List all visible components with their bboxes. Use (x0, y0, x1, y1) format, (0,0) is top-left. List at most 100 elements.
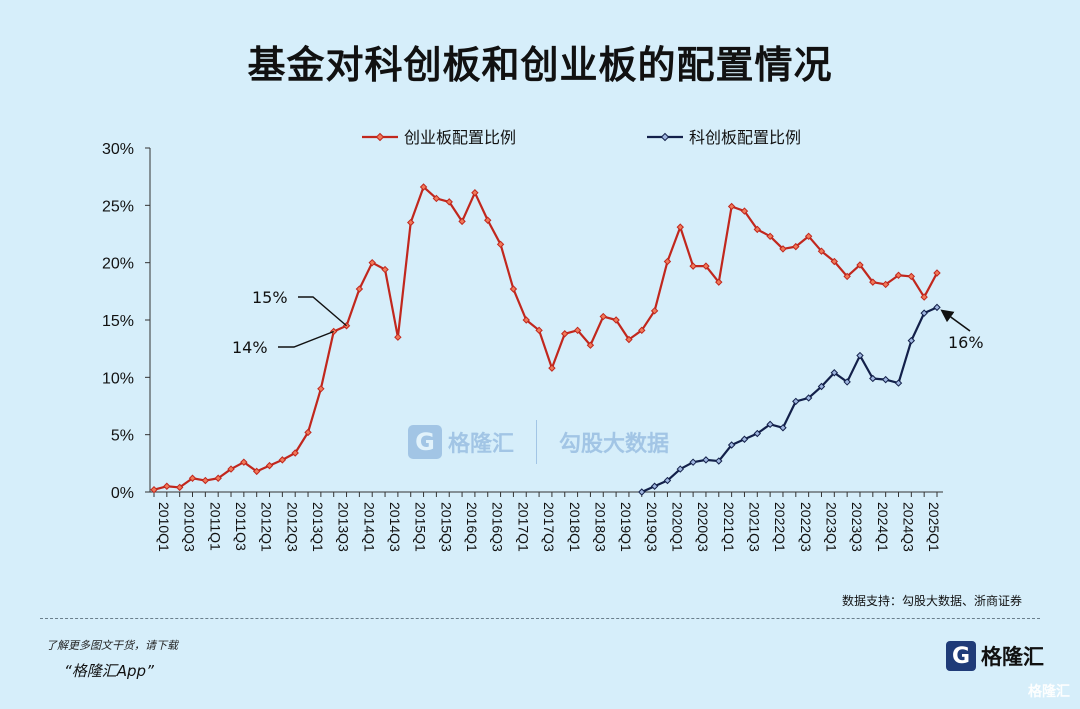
data-point (830, 257, 839, 266)
x-tick-label: 2010Q1 (156, 502, 172, 552)
x-tick-label: 2015Q1 (413, 502, 429, 552)
data-point (804, 232, 813, 241)
data-point (163, 482, 171, 490)
data-point (753, 429, 762, 438)
data-point (804, 394, 813, 402)
data-point (252, 467, 261, 476)
x-tick-label: 2012Q3 (284, 502, 300, 552)
data-point (817, 382, 826, 391)
x-tick-label: 2015Q3 (438, 502, 454, 552)
brand-logo-icon: G (946, 641, 976, 671)
data-point (843, 272, 851, 281)
y-tick-label: 20% (102, 256, 134, 273)
data-point (150, 485, 158, 494)
data-point (650, 482, 659, 490)
data-point (484, 216, 492, 224)
y-tick-label: 15% (102, 313, 134, 330)
data-point (561, 330, 569, 338)
data-point (599, 312, 607, 321)
data-point (792, 397, 800, 406)
annotation: 16% (940, 309, 984, 352)
x-tick-label: 2016Q1 (464, 502, 480, 552)
data-point (766, 420, 774, 429)
data-point (881, 280, 890, 289)
data-point (227, 465, 235, 473)
legend-item: 创业板配置比例 (362, 128, 516, 147)
promo-app-name: “格隆汇App” (64, 662, 154, 680)
data-point (432, 194, 441, 203)
data-point (522, 316, 530, 324)
watermark-partner: 勾股大数据 (559, 432, 670, 457)
x-tick-label: 2018Q3 (592, 502, 608, 552)
data-point (663, 257, 672, 266)
data-point (625, 335, 633, 344)
data-point (188, 474, 197, 482)
data-point (496, 240, 505, 249)
x-tick-label: 2019Q3 (644, 502, 660, 552)
x-tick-label: 2012Q1 (259, 502, 275, 552)
data-point (753, 225, 762, 234)
data-point (715, 457, 723, 465)
x-tick-label: 2022Q1 (772, 502, 788, 552)
y-tick-label: 25% (102, 198, 134, 215)
data-point (175, 483, 184, 492)
data-point (201, 476, 210, 485)
watermark: G 格隆汇 勾股大数据 (408, 420, 669, 464)
data-point (586, 341, 595, 349)
data-point (920, 293, 928, 301)
x-tick-label: 2023Q1 (823, 502, 839, 552)
data-point (355, 285, 364, 293)
data-point (869, 374, 877, 383)
data-point (265, 461, 274, 470)
data-point (317, 385, 325, 393)
data-point (843, 378, 851, 386)
annotation-leader (278, 330, 334, 348)
x-tick-label: 2010Q3 (182, 502, 198, 552)
series-line (641, 306, 938, 494)
data-point (214, 474, 222, 482)
data-point (458, 217, 466, 226)
x-tick-label: 2014Q1 (361, 502, 377, 552)
annotation-label: 16% (948, 333, 984, 352)
data-point (689, 458, 697, 466)
y-tick-label: 10% (102, 370, 134, 387)
data-point (676, 223, 684, 231)
x-tick-label: 2020Q1 (669, 502, 685, 552)
data-point (933, 269, 941, 277)
x-tick-label: 2017Q3 (541, 502, 557, 552)
data-point (766, 232, 774, 241)
annotations: 15% 14% 16% (232, 288, 984, 357)
x-tick-label: 2025Q1 (926, 502, 942, 552)
x-tick-label: 2011Q1 (207, 502, 223, 551)
brand-name: 格隆汇 (981, 645, 1044, 669)
data-point (907, 272, 916, 281)
y-tick-label: 5% (111, 428, 134, 445)
annotation-arrow (940, 309, 971, 332)
data-point (676, 465, 684, 473)
data-point (291, 449, 299, 457)
y-tick-label: 30% (102, 141, 134, 158)
legend-marker-icon (375, 132, 385, 142)
x-tick-label: 2023Q3 (849, 502, 865, 552)
x-tick-label: 2019Q1 (618, 502, 634, 552)
data-point (740, 207, 749, 215)
y-tick-label: 0% (111, 485, 134, 502)
data-point (920, 309, 928, 317)
data-point (856, 261, 864, 269)
legend-label: 科创板配置比例 (689, 128, 801, 147)
data-point (817, 247, 826, 255)
x-tick-label: 2020Q3 (695, 502, 711, 552)
x-axis-ticks: 2010Q1 2010Q3 2011Q1 2011Q3 2012Q1 2012Q3 2013… (153, 492, 942, 552)
data-point (792, 242, 800, 251)
series-star (638, 303, 941, 496)
data-point (240, 458, 248, 466)
source-note: 数据支持：勾股大数据、浙商证券 (841, 594, 1022, 608)
data-point (445, 198, 453, 206)
x-tick-label: 2024Q3 (900, 502, 916, 552)
data-point (727, 441, 736, 449)
data-point (535, 326, 543, 335)
brand: G 格隆汇 (946, 640, 1044, 672)
watermark-brand: 格隆汇 (448, 432, 515, 457)
x-tick-label: 2021Q3 (746, 502, 762, 552)
